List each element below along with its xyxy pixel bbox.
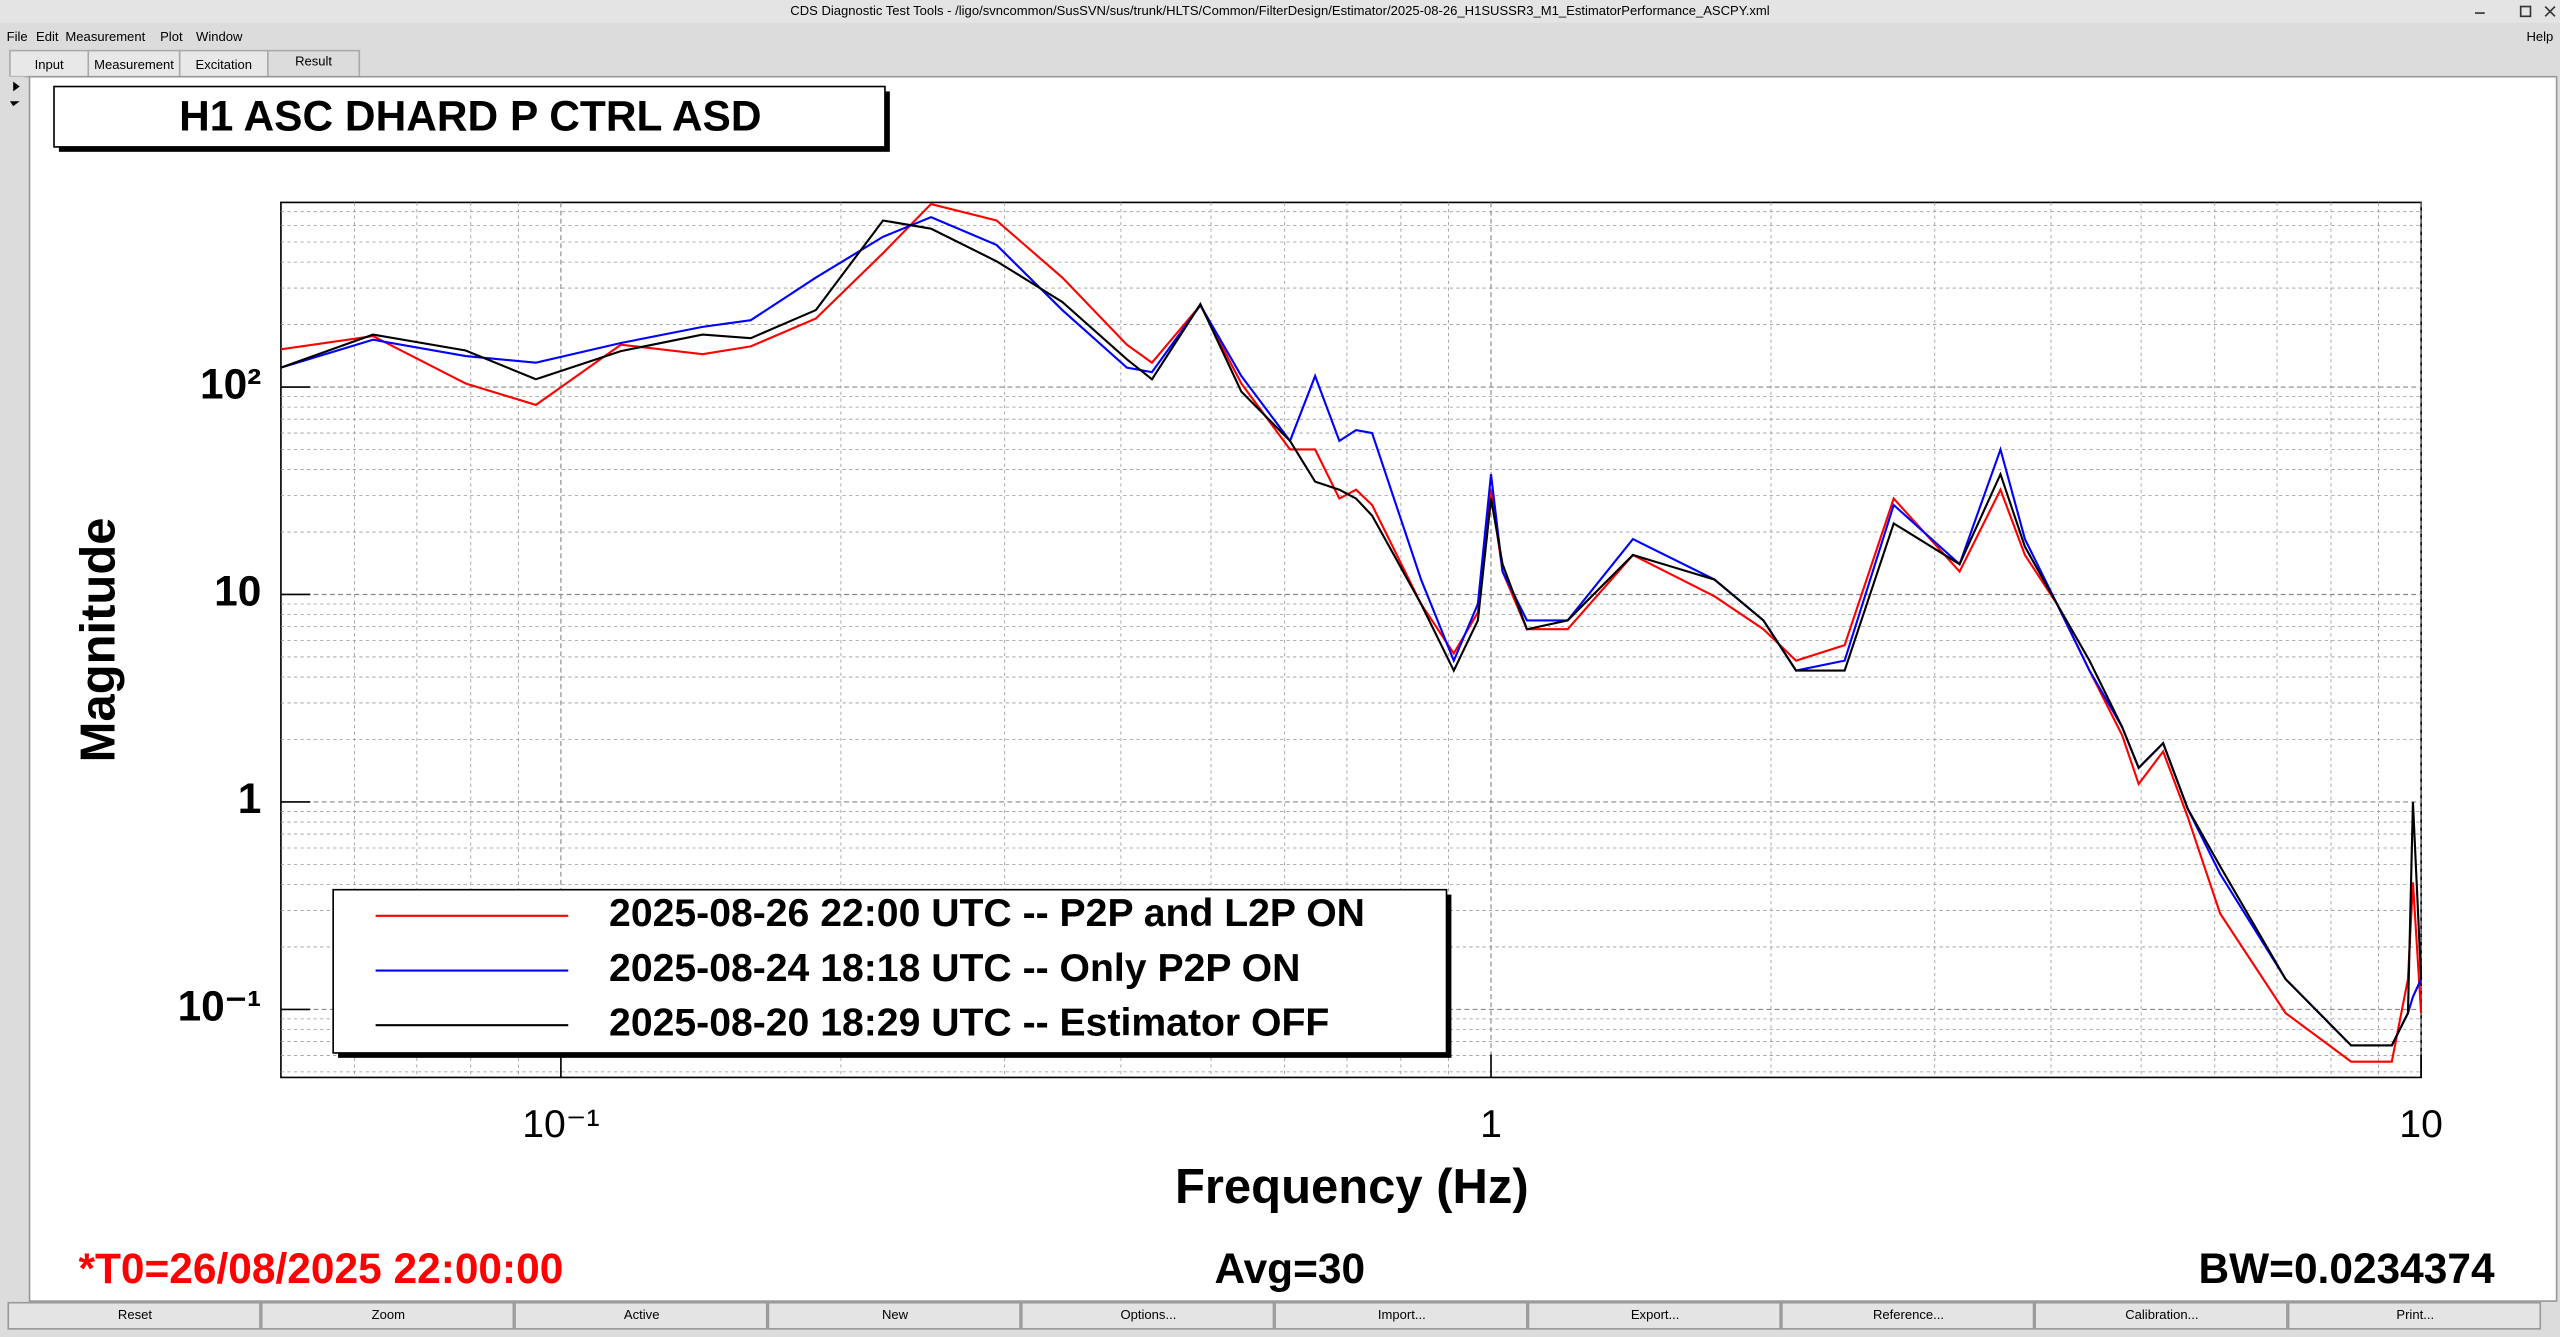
tabs: Input Measurement Excitation Result xyxy=(9,49,361,78)
x-axis-label: Frequency (Hz) xyxy=(1175,1160,1529,1214)
x-tick-label: 1 xyxy=(1480,1103,1502,1146)
button-label[interactable]: Options... xyxy=(1121,1307,1177,1322)
tab-label[interactable]: Result xyxy=(295,53,332,68)
avg-status: Avg=30 xyxy=(1214,1245,1365,1292)
button-label[interactable]: Zoom xyxy=(372,1307,405,1322)
y-tick-label: 10⁻¹ xyxy=(178,983,262,1030)
y-tick-label: 10 xyxy=(214,568,261,615)
title-bar xyxy=(0,0,2560,23)
button[interactable] xyxy=(1527,1301,1782,1330)
legend-label: 2025-08-26 22:00 UTC -- P2P and L2P ON xyxy=(609,892,1365,935)
menu-item[interactable]: Plot xyxy=(160,29,183,44)
side-panel xyxy=(8,76,25,1302)
button[interactable] xyxy=(767,1301,1021,1330)
y-tick-label: 10² xyxy=(200,360,261,407)
t0-status: *T0=26/08/2025 22:00:00 xyxy=(78,1245,563,1292)
button[interactable] xyxy=(1020,1301,1275,1330)
legend-label: 2025-08-20 18:29 UTC -- Estimator OFF xyxy=(609,1002,1329,1045)
button-bar: Reset Zoom Active New Options... Import... Exp… xyxy=(7,1301,2542,1330)
button-label[interactable]: New xyxy=(882,1307,909,1322)
menu-item[interactable]: File xyxy=(7,29,28,44)
title-box xyxy=(53,85,886,148)
menu-item[interactable]: Help xyxy=(2526,29,2553,44)
button[interactable] xyxy=(2034,1301,2288,1330)
button-label[interactable]: Reset xyxy=(118,1307,152,1322)
series-line xyxy=(280,219,2423,1047)
plot-area: 10⁻¹ 1 10 10⁻¹ 1 10 10² 2025-08-26 22:00 UTC --… xyxy=(178,201,2443,1146)
button[interactable] xyxy=(2287,1301,2542,1330)
button-label[interactable]: Calibration... xyxy=(2125,1307,2198,1322)
button[interactable] xyxy=(1781,1301,2035,1330)
x-tick-label: 10 xyxy=(2399,1103,2443,1146)
menu-item[interactable]: Window xyxy=(196,29,243,44)
tab-label[interactable]: Input xyxy=(35,57,64,72)
menu-item[interactable]: Edit xyxy=(36,29,59,44)
menu-item[interactable]: Measurement xyxy=(65,29,145,44)
side-arrows[interactable] xyxy=(9,81,20,107)
button[interactable] xyxy=(260,1301,515,1330)
button-label[interactable]: Active xyxy=(624,1307,660,1322)
button[interactable] xyxy=(514,1301,768,1330)
y-tick-label: 1 xyxy=(238,775,262,822)
window-controls[interactable] xyxy=(2474,5,2556,18)
button-label[interactable]: Export... xyxy=(1631,1307,1680,1322)
legend-label: 2025-08-24 18:18 UTC -- Only P2P ON xyxy=(609,947,1300,990)
button-label[interactable]: Print... xyxy=(2396,1307,2434,1322)
window-title: CDS Diagnostic Test Tools - /ligo/svncom… xyxy=(790,3,1769,18)
button-label[interactable]: Import... xyxy=(1378,1307,1426,1322)
y-axis-label: Magnitude xyxy=(71,518,125,763)
button[interactable] xyxy=(1274,1301,1528,1330)
button-label[interactable]: Reference... xyxy=(1873,1307,1944,1322)
menu: File Edit Measurement Plot Window xyxy=(7,29,243,44)
tab-label[interactable]: Measurement xyxy=(94,57,174,72)
button[interactable] xyxy=(7,1301,261,1330)
tab-label[interactable]: Excitation xyxy=(195,57,252,72)
menu-bar xyxy=(0,22,2560,51)
x-tick-label: 10⁻¹ xyxy=(522,1103,599,1146)
bw-status: BW=0.0234374 xyxy=(2198,1245,2494,1292)
chart-title: H1 ASC DHARD P CTRL ASD xyxy=(179,92,761,139)
